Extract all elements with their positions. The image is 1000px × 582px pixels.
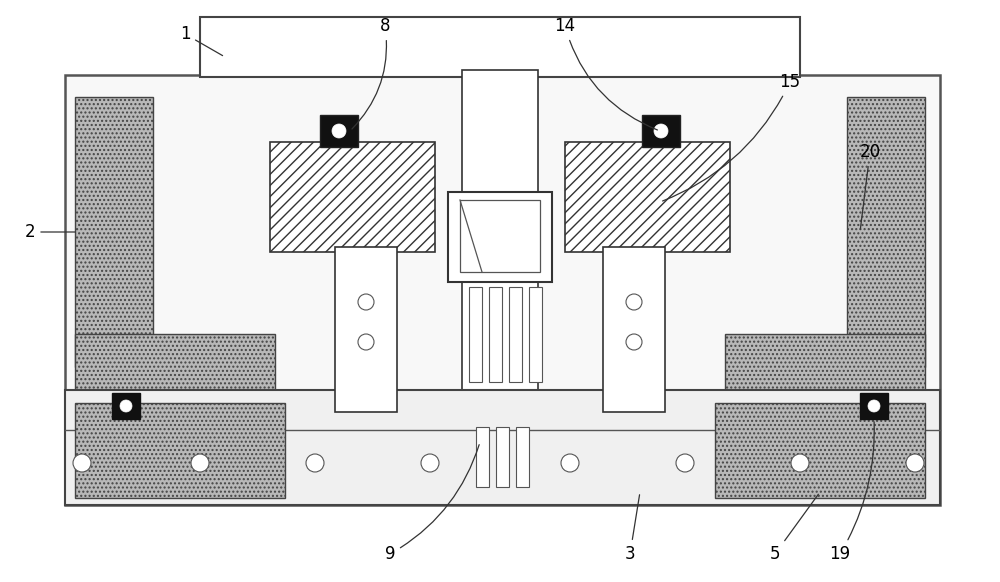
Circle shape (120, 400, 132, 412)
Bar (270, 142, 435, 252)
Text: 20: 20 (859, 143, 881, 229)
Bar (565, 142, 730, 252)
Bar (529, 287, 542, 382)
Circle shape (626, 334, 642, 350)
Text: 15: 15 (663, 73, 801, 201)
Circle shape (676, 454, 694, 472)
Bar (860, 393, 888, 419)
Circle shape (332, 124, 346, 138)
Bar (335, 247, 397, 412)
Circle shape (358, 294, 374, 310)
Text: 2: 2 (25, 223, 75, 241)
Circle shape (358, 334, 374, 350)
Circle shape (654, 124, 668, 138)
Bar (496, 427, 509, 487)
Bar (489, 287, 502, 382)
Circle shape (561, 454, 579, 472)
Circle shape (73, 454, 91, 472)
Bar (75, 403, 285, 498)
Text: 5: 5 (770, 494, 818, 563)
Text: 19: 19 (829, 422, 874, 563)
Circle shape (906, 454, 924, 472)
Circle shape (868, 400, 880, 412)
Text: 9: 9 (385, 445, 479, 563)
Circle shape (791, 454, 809, 472)
Circle shape (191, 454, 209, 472)
Bar (509, 287, 522, 382)
Bar (462, 70, 538, 505)
Text: 1: 1 (180, 25, 223, 56)
Bar (603, 247, 665, 412)
Bar (516, 427, 529, 487)
Text: 14: 14 (554, 17, 657, 130)
Bar (469, 287, 482, 382)
Bar (320, 115, 358, 147)
Bar (75, 97, 153, 367)
Circle shape (421, 454, 439, 472)
Bar (200, 17, 800, 77)
Bar (448, 192, 552, 282)
Circle shape (626, 294, 642, 310)
Bar (715, 403, 925, 498)
Bar (65, 75, 940, 505)
Text: 8: 8 (352, 17, 390, 129)
Bar (847, 97, 925, 367)
Bar (642, 115, 680, 147)
Bar (476, 427, 489, 487)
Bar (112, 393, 140, 419)
Bar (725, 334, 925, 412)
Bar (65, 390, 940, 505)
Bar (75, 334, 275, 412)
Circle shape (306, 454, 324, 472)
Bar (460, 200, 540, 272)
Text: 3: 3 (625, 495, 640, 563)
